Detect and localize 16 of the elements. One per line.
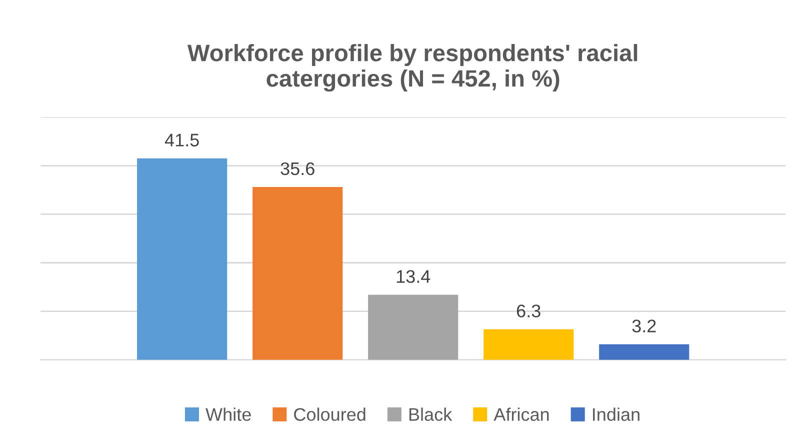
legend-label: African (494, 408, 549, 421)
bar (368, 294, 458, 360)
data-label: 6.3 (516, 304, 540, 318)
legend-label: Black (409, 408, 452, 421)
data-label: 35.6 (280, 162, 314, 176)
data-label: 13.4 (396, 270, 430, 283)
data-label: 3.2 (632, 320, 656, 332)
bar (137, 158, 228, 360)
bar (599, 344, 690, 360)
data-label: 41.5 (164, 134, 199, 146)
bar (484, 329, 574, 360)
bar (252, 187, 343, 360)
legend-label: Indian (593, 408, 640, 421)
legend-label: Coloured (294, 408, 366, 421)
legend-label: White (206, 408, 251, 421)
chart-title: Workforce profile by respondents' racial catergories (N = 452, in %) (187, 44, 638, 92)
